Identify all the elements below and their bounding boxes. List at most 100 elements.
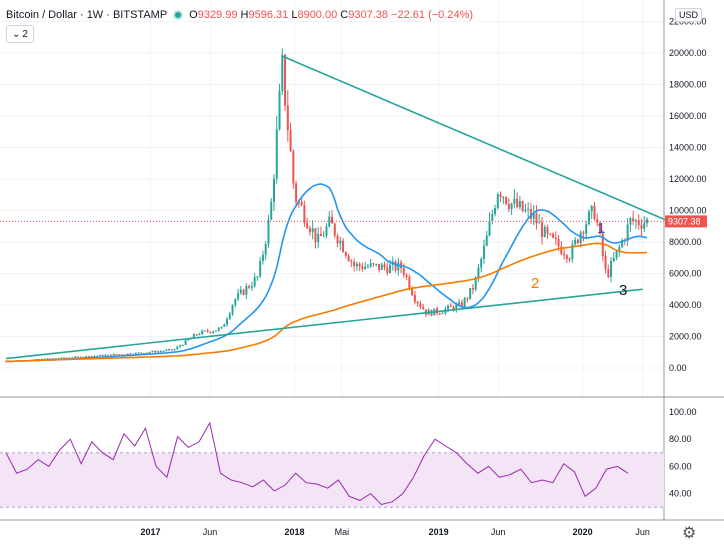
- candle-body: [554, 237, 557, 239]
- candle-body: [477, 267, 480, 278]
- candle-body: [366, 266, 369, 268]
- candle-body: [593, 205, 596, 220]
- trendline: [281, 55, 681, 227]
- time-tick-label: Jun: [635, 527, 650, 537]
- candle-body: [259, 260, 262, 277]
- candle-body: [455, 304, 458, 310]
- candle-body: [203, 330, 206, 332]
- time-tick-label: 2018: [285, 527, 305, 537]
- price-tick-label: 4000.00: [669, 300, 702, 310]
- overlays-layer: 1 2 3: [0, 55, 681, 363]
- candle-body: [145, 352, 148, 354]
- candle-body: [173, 349, 176, 351]
- candle-body: [560, 246, 563, 254]
- candle-body: [386, 267, 389, 274]
- candle-body: [347, 255, 350, 262]
- gear-icon[interactable]: ⚙: [682, 525, 697, 542]
- rsi-tick-label: 100.00: [669, 407, 697, 417]
- rsi-tick-label: 40.00: [669, 489, 692, 499]
- candle-body: [546, 227, 549, 234]
- candle-body: [43, 358, 46, 360]
- candle-body: [317, 233, 320, 243]
- candle-body: [599, 222, 602, 234]
- candle-body: [402, 268, 405, 275]
- candle-body: [98, 354, 101, 356]
- candle-body: [582, 232, 585, 234]
- price-tick-label: 2000.00: [669, 332, 702, 342]
- candle-body: [521, 201, 524, 212]
- candle-body: [162, 350, 165, 352]
- overlay-label: 1: [597, 220, 605, 237]
- time-tick-label: 2019: [429, 527, 449, 537]
- rsi-line: [5, 421, 629, 506]
- price-pane[interactable]: 1 2 3: [0, 0, 681, 397]
- change-value: −22.61 (−0.24%): [391, 9, 474, 21]
- candle-body: [460, 302, 463, 308]
- candle-body: [538, 222, 541, 224]
- candle-body: [209, 331, 212, 333]
- candle-body: [85, 356, 88, 358]
- price-tick-label: 8000.00: [669, 237, 702, 247]
- rsi-tick-label: 80.00: [669, 434, 692, 444]
- price-tick-label: 18000.00: [669, 80, 707, 90]
- candle-body: [49, 358, 52, 360]
- candle-body: [308, 228, 311, 233]
- candle-body: [264, 243, 267, 255]
- candle-body: [76, 356, 79, 358]
- candle-body: [303, 205, 306, 224]
- candle-body: [502, 197, 505, 199]
- candle-body: [463, 298, 466, 308]
- candle-body: [449, 305, 452, 307]
- candle-body: [413, 295, 416, 302]
- candle-body: [621, 240, 624, 247]
- candle-body: [494, 208, 497, 215]
- candle-body: [40, 358, 43, 360]
- candle-body: [90, 356, 93, 358]
- candle-body: [527, 208, 530, 210]
- candle-body: [364, 266, 367, 270]
- candle-body: [604, 255, 607, 270]
- candle-body: [505, 197, 508, 204]
- rsi-band: [0, 452, 664, 508]
- candle-body: [516, 198, 519, 208]
- symbol-title[interactable]: Bitcoin / Dollar · 1W · BITSTAMP: [6, 9, 168, 21]
- candle-body: [242, 289, 245, 295]
- candle-body: [104, 354, 107, 356]
- candle-body: [383, 264, 386, 268]
- candle-body: [63, 357, 66, 359]
- candle-body: [226, 319, 229, 325]
- rsi-pane[interactable]: [0, 421, 664, 508]
- candle-body: [480, 258, 483, 268]
- candle-body: [574, 239, 577, 245]
- candle-body: [419, 303, 422, 307]
- candle-body: [228, 313, 231, 320]
- price-tick-label: 20000.00: [669, 48, 707, 58]
- candle-body: [140, 352, 143, 354]
- candle-body: [540, 222, 543, 238]
- candle-body: [510, 203, 513, 210]
- candle-body: [87, 356, 90, 358]
- candle-body: [300, 201, 303, 206]
- time-axis: 2017 Jun 2018 Mai 2019 Jun 2020 Jun: [140, 527, 649, 537]
- candle-body: [143, 353, 146, 355]
- candle-body: [109, 354, 112, 356]
- chevron-down-icon: ⌄: [12, 28, 21, 40]
- candle-body: [447, 305, 450, 310]
- candle-body: [350, 261, 353, 263]
- market-status-dot-icon: [173, 10, 184, 20]
- time-tick-label: 2017: [140, 527, 160, 537]
- indicator-collapse-button[interactable]: ⌄ 2: [6, 25, 34, 43]
- candle-body: [579, 232, 582, 244]
- currency-label[interactable]: USD: [675, 8, 703, 22]
- candle-body: [607, 269, 610, 277]
- candle-body: [458, 302, 461, 305]
- candle-body: [339, 240, 342, 244]
- candle-body: [112, 354, 115, 356]
- candle-body: [93, 355, 96, 357]
- candle-body: [96, 355, 99, 357]
- candle-body: [640, 225, 643, 229]
- candle-body: [618, 246, 621, 251]
- candle-body: [284, 54, 287, 106]
- candle-body: [397, 262, 400, 271]
